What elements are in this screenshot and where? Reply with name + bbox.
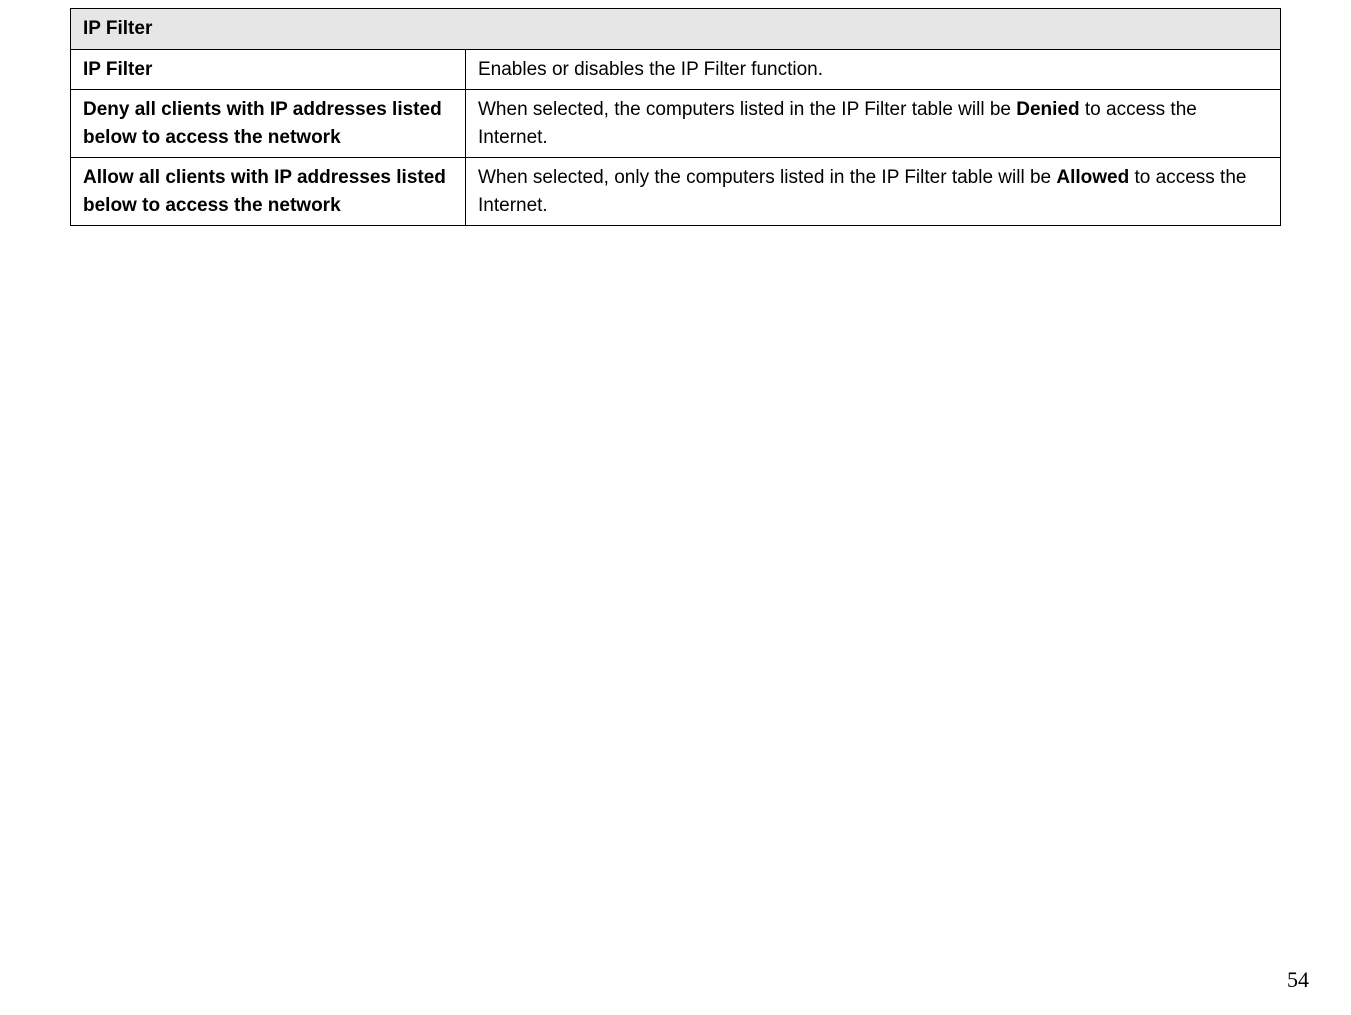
- row-description: When selected, only the computers listed…: [466, 158, 1281, 226]
- desc-text-before: When selected, only the computers listed…: [478, 167, 1056, 188]
- row-description: When selected, the computers listed in t…: [466, 90, 1281, 158]
- table-header: IP Filter: [71, 9, 1281, 50]
- row-label: Allow all clients with IP addresses list…: [71, 158, 466, 226]
- table-row: IP Filter Enables or disables the IP Fil…: [71, 49, 1281, 90]
- desc-text-before: When selected, the computers listed in t…: [478, 99, 1016, 120]
- ip-filter-table: IP Filter IP Filter Enables or disables …: [70, 8, 1281, 226]
- page-number: 54: [1287, 967, 1309, 993]
- table-row: Allow all clients with IP addresses list…: [71, 158, 1281, 226]
- row-label: Deny all clients with IP addresses liste…: [71, 90, 466, 158]
- row-label: IP Filter: [71, 49, 466, 90]
- desc-bold-word: Allowed: [1056, 167, 1129, 188]
- row-description: Enables or disables the IP Filter functi…: [466, 49, 1281, 90]
- desc-text-before: Enables or disables the IP Filter functi…: [478, 59, 823, 80]
- desc-bold-word: Denied: [1016, 99, 1079, 120]
- table-row: Deny all clients with IP addresses liste…: [71, 90, 1281, 158]
